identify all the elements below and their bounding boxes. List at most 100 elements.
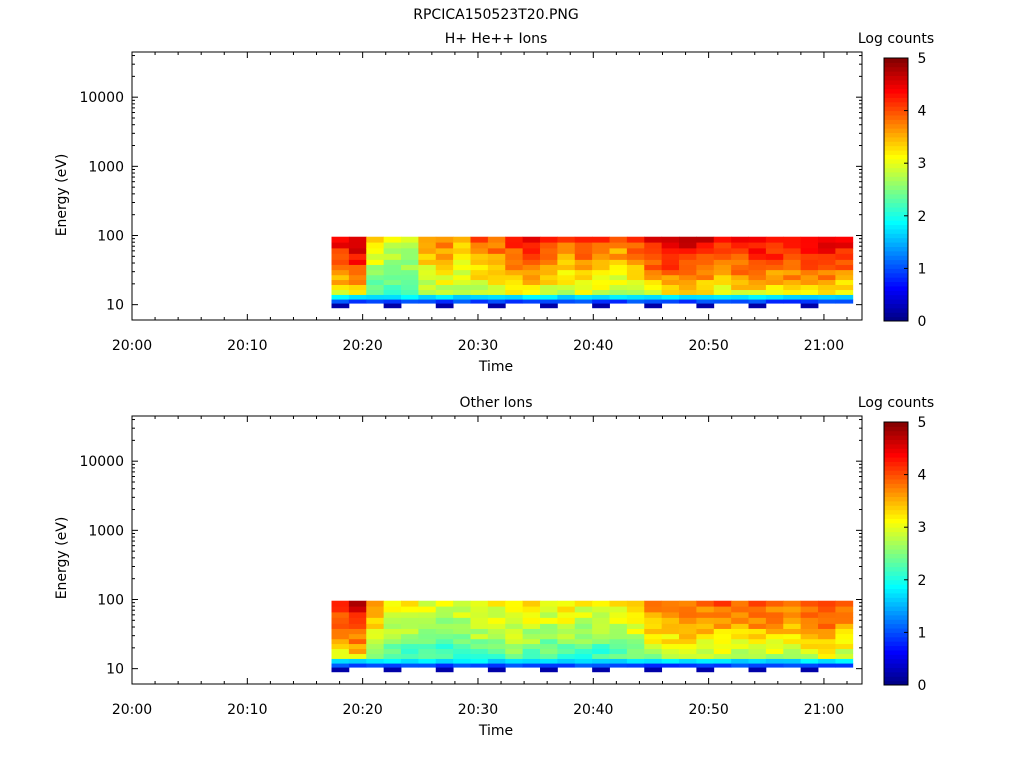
spectrogram-cell bbox=[661, 623, 680, 629]
spectrogram-cell bbox=[383, 623, 402, 629]
spectrogram-cell bbox=[748, 606, 767, 613]
colorbar-segment bbox=[884, 237, 908, 243]
spectrogram-cell bbox=[835, 236, 854, 243]
spectrogram-cell bbox=[348, 653, 367, 659]
colorbar-segment bbox=[884, 619, 908, 625]
x-tick-label: 20:50 bbox=[688, 338, 728, 354]
spectrogram-cell bbox=[765, 269, 784, 276]
spectrogram-cell bbox=[348, 633, 367, 640]
y-tick-label: 10 bbox=[106, 298, 124, 314]
spectrogram-cell bbox=[348, 628, 367, 635]
spectrogram-cell bbox=[696, 611, 715, 618]
spectrogram-cell bbox=[505, 617, 524, 624]
spectrogram-cell bbox=[765, 284, 784, 291]
spectrogram-cell bbox=[574, 264, 593, 271]
colorbar-tick-label: 3 bbox=[918, 156, 927, 172]
spectrogram-cell bbox=[487, 663, 506, 668]
spectrogram-cell bbox=[470, 289, 489, 295]
spectrogram-cell bbox=[748, 303, 767, 309]
spectrogram-cell bbox=[470, 648, 489, 655]
spectrogram-cell bbox=[748, 242, 767, 249]
spectrogram-cell bbox=[453, 628, 471, 635]
colorbar-segment bbox=[884, 553, 908, 559]
spectrogram-cell bbox=[800, 633, 819, 640]
spectrogram-cell bbox=[661, 611, 680, 618]
spectrogram-cell bbox=[557, 242, 576, 249]
colorbar-tick-label: 5 bbox=[918, 51, 927, 67]
spectrogram-cell bbox=[453, 663, 471, 668]
spectrogram-cell bbox=[679, 628, 697, 635]
spectrogram-cell bbox=[765, 628, 784, 635]
spectrogram-cell bbox=[713, 643, 732, 649]
spectrogram-cell bbox=[557, 294, 576, 300]
spectrogram-cell bbox=[592, 289, 610, 295]
spectrogram-cell bbox=[418, 274, 437, 281]
spectrogram-cell bbox=[679, 279, 697, 285]
spectrogram-cell bbox=[696, 643, 715, 649]
spectrogram-cell bbox=[331, 606, 350, 613]
spectrogram-cell bbox=[522, 663, 541, 668]
spectrogram-cell bbox=[644, 623, 663, 629]
spectrogram-cell bbox=[592, 264, 610, 271]
spectrogram-cell bbox=[818, 663, 836, 668]
spectrogram-cell bbox=[765, 600, 784, 607]
spectrogram-cell bbox=[540, 663, 558, 668]
spectrogram-cell bbox=[679, 623, 697, 629]
spectrogram-cell bbox=[540, 253, 558, 260]
spectrogram-cell bbox=[470, 299, 489, 304]
spectrogram-cell bbox=[435, 638, 454, 645]
x-tick-label: 20:30 bbox=[458, 338, 498, 354]
spectrogram-cell bbox=[818, 600, 836, 607]
spectrogram-cell bbox=[540, 653, 558, 659]
spectrogram-cell bbox=[383, 274, 402, 281]
panel-h-he-ions: H+ He++ Ions Energy (eV) Time Log counts… bbox=[54, 31, 934, 375]
spectrogram-cell bbox=[661, 253, 680, 260]
spectrogram-cell bbox=[731, 653, 749, 659]
spectrogram-cell bbox=[401, 617, 419, 624]
spectrogram-cell bbox=[505, 284, 524, 291]
spectrogram-cell bbox=[731, 264, 749, 271]
spectrogram-cell bbox=[765, 633, 784, 640]
spectrogram-cell bbox=[644, 284, 663, 291]
spectrogram-cell bbox=[557, 606, 576, 613]
spectrogram-cell bbox=[348, 242, 367, 249]
spectrogram-cell bbox=[331, 623, 350, 629]
spectrogram-cell bbox=[453, 279, 471, 285]
spectrogram-cell bbox=[592, 611, 610, 618]
spectrogram-cell bbox=[800, 638, 819, 645]
spectrogram-cell bbox=[366, 274, 385, 281]
colorbar-segment bbox=[884, 663, 908, 668]
colorbar-segment bbox=[884, 518, 908, 524]
spectrogram-cell bbox=[453, 638, 471, 645]
colorbar-segment bbox=[884, 242, 908, 247]
spectrogram-cell bbox=[435, 611, 454, 618]
spectrogram-cell bbox=[418, 269, 437, 276]
spectrogram-cell bbox=[401, 600, 419, 607]
axes bbox=[131, 51, 863, 321]
spectrogram-cell bbox=[644, 611, 663, 618]
colorbar-segment bbox=[884, 478, 908, 484]
spectrogram-cell bbox=[383, 638, 402, 645]
colorbar-segment bbox=[884, 654, 908, 660]
spectrogram-cell bbox=[835, 648, 854, 655]
colorbar bbox=[883, 421, 909, 686]
spectrogram-cell bbox=[366, 623, 385, 629]
spectrogram-cell bbox=[331, 667, 350, 673]
spectrogram-cell bbox=[540, 623, 558, 629]
spectrogram-cell bbox=[487, 653, 506, 659]
spectrogram-cell bbox=[366, 638, 385, 645]
spectrogram-cell bbox=[453, 264, 471, 271]
spectrogram-cell bbox=[713, 638, 732, 645]
spectrogram-cell bbox=[800, 653, 819, 659]
spectrogram-cell bbox=[592, 259, 610, 265]
spectrogram-cell bbox=[818, 274, 836, 281]
spectrogram-cell bbox=[679, 617, 697, 624]
colorbar-segment bbox=[884, 452, 908, 458]
colorbar-segment bbox=[884, 224, 908, 230]
spectrogram-cell bbox=[748, 667, 767, 673]
spectrogram-cell bbox=[661, 279, 680, 285]
colorbar-segment bbox=[884, 597, 908, 603]
spectrogram-cell bbox=[626, 606, 645, 613]
colorbar-segment bbox=[884, 110, 908, 116]
spectrogram-cell bbox=[540, 274, 558, 281]
